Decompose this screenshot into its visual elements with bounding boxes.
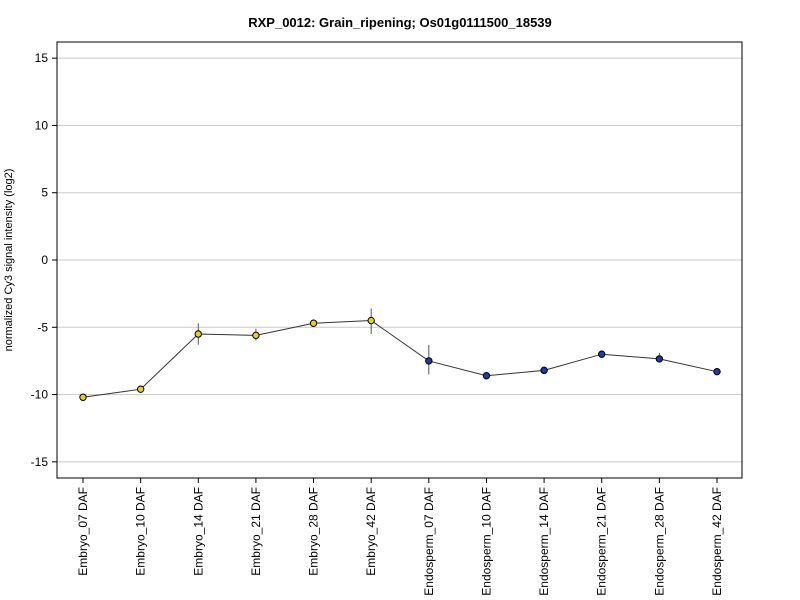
data-point <box>194 330 202 338</box>
x-tick-label: Endosperm_14 DAF <box>537 487 551 596</box>
y-axis: -15 -10 -5 0 5 10 15 <box>31 51 57 469</box>
x-tick-label: Endosperm_21 DAF <box>595 487 609 596</box>
y-tick-label: 15 <box>35 51 49 65</box>
y-tick-label: 10 <box>35 118 49 132</box>
y-tick-label: -10 <box>31 388 49 402</box>
y-axis-label: normalized Cy3 signal intensity (log2) <box>3 169 15 352</box>
data-point <box>309 319 318 327</box>
data-point <box>136 385 145 393</box>
x-tick-label: Embryo_07 DAF <box>76 487 90 576</box>
x-tick-label: Embryo_42 DAF <box>364 487 378 576</box>
y-tick-label: -5 <box>37 320 48 334</box>
x-tick-label: Endosperm_42 DAF <box>710 487 724 596</box>
data-point <box>598 350 606 358</box>
data-point <box>367 316 375 325</box>
y-tick-label: -15 <box>31 455 49 469</box>
y-tick-label: 0 <box>41 253 48 267</box>
data-point <box>79 393 87 401</box>
plot-frame <box>56 41 743 479</box>
x-tick-label: Embryo_21 DAF <box>249 487 263 576</box>
x-tick-label: Embryo_10 DAF <box>134 487 148 576</box>
data-series <box>79 308 721 401</box>
x-tick-label: Endosperm_28 DAF <box>652 487 666 596</box>
series-line <box>82 320 718 398</box>
x-tick-label: Embryo_14 DAF <box>191 487 205 576</box>
y-tick-label: 5 <box>41 186 48 200</box>
data-point <box>425 357 433 365</box>
chart-title: RXP_0012: Grain_ripening; Os01g0111500_1… <box>248 15 552 30</box>
data-point <box>252 331 260 340</box>
data-point <box>713 367 721 376</box>
x-tick-label: Endosperm_07 DAF <box>422 487 436 596</box>
data-point <box>655 355 664 363</box>
gridlines <box>57 57 742 463</box>
data-point <box>482 372 491 380</box>
x-tick-label: Endosperm_10 DAF <box>479 487 493 596</box>
x-axis: Embryo_07 DAF Embryo_10 DAF Embryo_14 DAF E… <box>76 478 724 596</box>
data-point <box>540 366 548 375</box>
x-tick-label: Embryo_28 DAF <box>307 487 321 576</box>
